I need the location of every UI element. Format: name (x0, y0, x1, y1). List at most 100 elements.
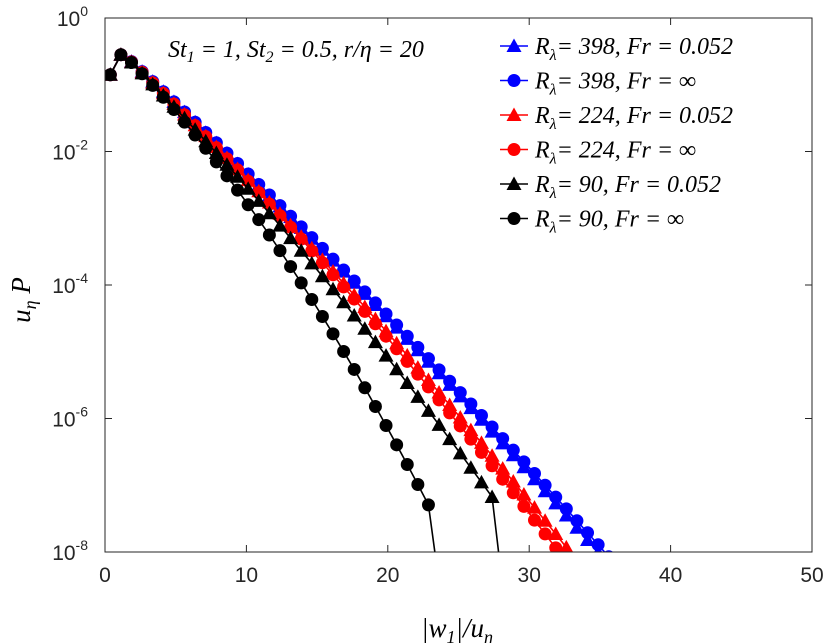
data-point (559, 539, 574, 552)
data-point (537, 513, 553, 527)
x-tick-label: 0 (99, 564, 111, 587)
x-tick-label: 20 (376, 564, 399, 587)
data-point (262, 197, 276, 211)
data-point (315, 241, 329, 255)
data-point (284, 220, 298, 234)
data-point (167, 103, 181, 117)
data-point (506, 486, 520, 500)
data-point (326, 327, 340, 341)
data-point (272, 218, 288, 232)
legend-marker (506, 176, 522, 190)
data-point (294, 276, 308, 290)
data-point (559, 502, 573, 516)
data-point (379, 329, 393, 343)
data-point (517, 499, 531, 513)
data-point (410, 389, 426, 403)
data-point (368, 399, 382, 413)
data-point (538, 527, 552, 541)
x-axis-label: |w1|/uη (421, 613, 493, 643)
data-point (421, 498, 435, 512)
data-point (484, 489, 500, 503)
data-point (400, 329, 414, 343)
data-point (326, 252, 340, 266)
legend-marker (507, 74, 521, 87)
y-tick-label: 10-6 (52, 404, 88, 432)
data-point (284, 209, 298, 223)
data-point (262, 228, 276, 242)
data-point (421, 380, 435, 394)
data-point (516, 487, 532, 501)
legend-marker (507, 212, 521, 225)
data-point (273, 199, 287, 213)
data-point (485, 420, 499, 434)
data-point (390, 318, 404, 332)
data-point (528, 467, 542, 481)
data-point (443, 406, 457, 420)
data-point (114, 48, 128, 62)
data-point (399, 375, 415, 390)
data-point (125, 56, 139, 70)
data-point (591, 538, 605, 552)
data-point (464, 397, 478, 411)
data-point (432, 393, 446, 407)
legend-label: Rλ= 90, Fr = 0.052 (534, 172, 721, 202)
data-point (420, 403, 436, 417)
legend-label: Rλ= 224, Fr = ∞ (534, 138, 696, 168)
tick-layer: 0 10 20 30 40 50 100 10-2 10-4 10-6 10-8 (52, 3, 823, 587)
data-point (484, 448, 500, 462)
data-point (527, 500, 543, 514)
data-point (464, 432, 478, 446)
data-point (231, 183, 245, 197)
data-point (337, 344, 351, 358)
legend-label: Rλ= 224, Fr = 0.052 (534, 103, 733, 133)
plot-area (105, 18, 812, 552)
data-point (570, 514, 584, 528)
data-point (208, 145, 224, 159)
data-point (199, 141, 213, 155)
data-point (337, 263, 351, 277)
data-point (347, 362, 361, 376)
data-point (453, 419, 467, 433)
data-point (549, 541, 563, 552)
data-point (146, 78, 160, 92)
data-point (463, 460, 479, 474)
y-tick-label: 10-4 (52, 270, 88, 298)
legend-label: Rλ= 90, Fr = ∞ (534, 207, 684, 237)
x-tick-label: 40 (659, 564, 682, 587)
data-point (188, 128, 202, 142)
data-point (284, 260, 298, 274)
data-point (209, 155, 223, 169)
data-point (261, 205, 277, 220)
data-point (252, 186, 266, 200)
data-point (347, 292, 361, 306)
data-point (358, 381, 372, 395)
data-point (581, 526, 595, 540)
series-markers (105, 48, 435, 512)
data-point (538, 478, 552, 492)
data-point (505, 474, 521, 488)
data-point (220, 169, 234, 183)
series-layer (105, 47, 614, 552)
data-point (400, 458, 414, 472)
data-point (431, 417, 447, 431)
data-point (156, 90, 170, 104)
data-point (463, 422, 479, 437)
data-point (411, 367, 425, 381)
data-point (400, 354, 414, 368)
data-point (517, 455, 531, 469)
data-point (548, 526, 564, 541)
y-tick-label: 100 (57, 3, 88, 31)
data-point (432, 363, 446, 377)
data-point (379, 418, 393, 432)
data-point (390, 342, 404, 356)
legend-marker (506, 38, 522, 52)
data-point (346, 307, 362, 322)
data-point (178, 115, 192, 129)
data-point (294, 232, 308, 246)
data-point (368, 296, 382, 310)
data-point (357, 321, 373, 335)
x-tick-label: 30 (518, 564, 541, 587)
data-point (367, 334, 383, 349)
data-point (304, 255, 320, 270)
data-point (337, 280, 351, 294)
